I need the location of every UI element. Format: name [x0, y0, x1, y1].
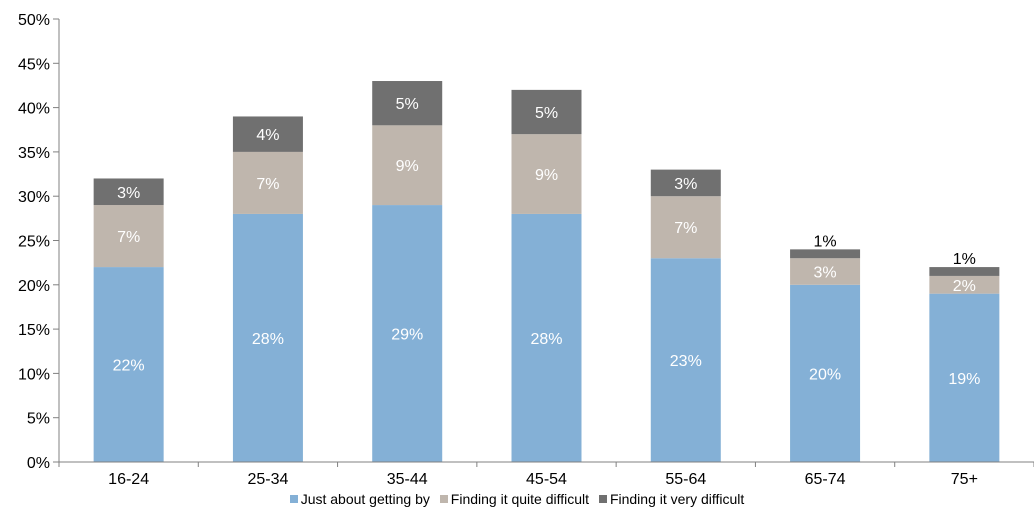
bar-segment: [929, 293, 1000, 462]
legend-label-just-about-getting-by: Just about getting by: [300, 491, 430, 507]
data-label: 9%: [535, 167, 558, 184]
bar-segment: [93, 178, 164, 206]
data-label: 22%: [113, 358, 145, 375]
x-tick-label: 16-24: [108, 471, 149, 488]
bar-segment: [93, 267, 164, 462]
legend-swatch-finding-it-very-difficult: [598, 495, 607, 503]
bar-segment: [372, 205, 443, 462]
x-tick-label: 65-74: [805, 471, 846, 488]
bar-segment: [232, 116, 303, 152]
y-tick-label: 5%: [27, 411, 50, 428]
legend-item-finding-it-very-difficult: Finding it very difficult: [598, 491, 745, 507]
data-label: 20%: [809, 366, 841, 383]
bar-segment: [511, 134, 582, 214]
y-tick-label: 15%: [18, 322, 50, 339]
legend-item-finding-it-quite-difficult: Finding it quite difficult: [439, 491, 590, 507]
legend-swatch-finding-it-quite-difficult: [439, 495, 448, 503]
x-tick-label: 35-44: [387, 471, 428, 488]
x-tick-label: 45-54: [526, 471, 567, 488]
data-label: 28%: [530, 331, 562, 348]
data-label: 9%: [396, 158, 419, 175]
y-axis: 0% 5% 10% 15% 20% 25% 30% 35% 40% 45% 50%: [18, 12, 60, 472]
data-label: 2%: [953, 278, 976, 295]
bar-segment: [790, 258, 861, 285]
data-label: 23%: [670, 353, 702, 370]
bar-segment: [790, 284, 861, 462]
bar-segment: [232, 151, 303, 214]
stacked-bar-chart: 0%5%10%15%20%25%30%35%40%45%50% 22%7%3%2…: [18, 12, 1034, 488]
bar-segment: [511, 89, 582, 135]
y-tick-label: 10%: [18, 366, 50, 383]
data-label: 7%: [674, 220, 697, 237]
data-label: 1%: [953, 251, 976, 268]
x-axis: 16-24 25-34 35-44 45-54 55-64 65-74 75+: [58, 461, 1034, 488]
bar-segment: [93, 205, 164, 268]
bar-segment: [232, 213, 303, 462]
bars: 22% 7% 3% 28% 7% 4% 29% 9% 5% 28% 9% 5% 23% 7% 3% 20% 3%…: [93, 81, 1000, 462]
bar-segment: [650, 169, 721, 197]
data-label: 1%: [814, 233, 837, 250]
data-label: 28%: [252, 331, 284, 348]
data-label: 3%: [814, 265, 837, 282]
bar-segment: [929, 267, 1000, 276]
bar-segment: [511, 213, 582, 462]
legend-label-finding-it-quite-difficult: Finding it quite difficult: [450, 491, 590, 507]
data-label: 5%: [535, 105, 558, 122]
data-label: 3%: [674, 176, 697, 193]
y-tick-label: 40%: [18, 101, 50, 118]
y-tick-label: 30%: [18, 189, 50, 206]
bar-segment: [372, 81, 443, 126]
y-tick-label: 50%: [18, 12, 50, 29]
y-tick-label: 25%: [18, 234, 50, 251]
x-tick-label: 75+: [951, 471, 978, 488]
data-label: 3%: [117, 185, 140, 202]
legend: Just about getting by Finding it quite d…: [0, 490, 1034, 507]
y-tick-label: 45%: [18, 56, 50, 73]
legend-label-finding-it-very-difficult: Finding it very difficult: [609, 491, 745, 507]
bar-segment: [650, 196, 721, 259]
bar-segment: [372, 125, 443, 206]
y-tick-label: 35%: [18, 145, 50, 162]
y-tick-label: 20%: [18, 278, 50, 295]
legend-swatch-just-about-getting-by: [289, 495, 298, 503]
data-label: 4%: [256, 127, 279, 144]
data-label: 29%: [391, 327, 423, 344]
x-tick-label: 25-34: [247, 471, 288, 488]
data-label: 7%: [256, 176, 279, 193]
legend-item-just-about-getting-by: Just about getting by: [289, 491, 430, 507]
x-tick-label: 55-64: [665, 471, 706, 488]
y-tick-label: 0%: [27, 455, 50, 472]
bar-segment: [790, 249, 861, 259]
bar-segment: [650, 258, 721, 462]
data-label: 7%: [117, 229, 140, 246]
bar-segment: [929, 275, 1000, 294]
data-label: 5%: [396, 96, 419, 113]
data-label: 19%: [948, 371, 980, 388]
